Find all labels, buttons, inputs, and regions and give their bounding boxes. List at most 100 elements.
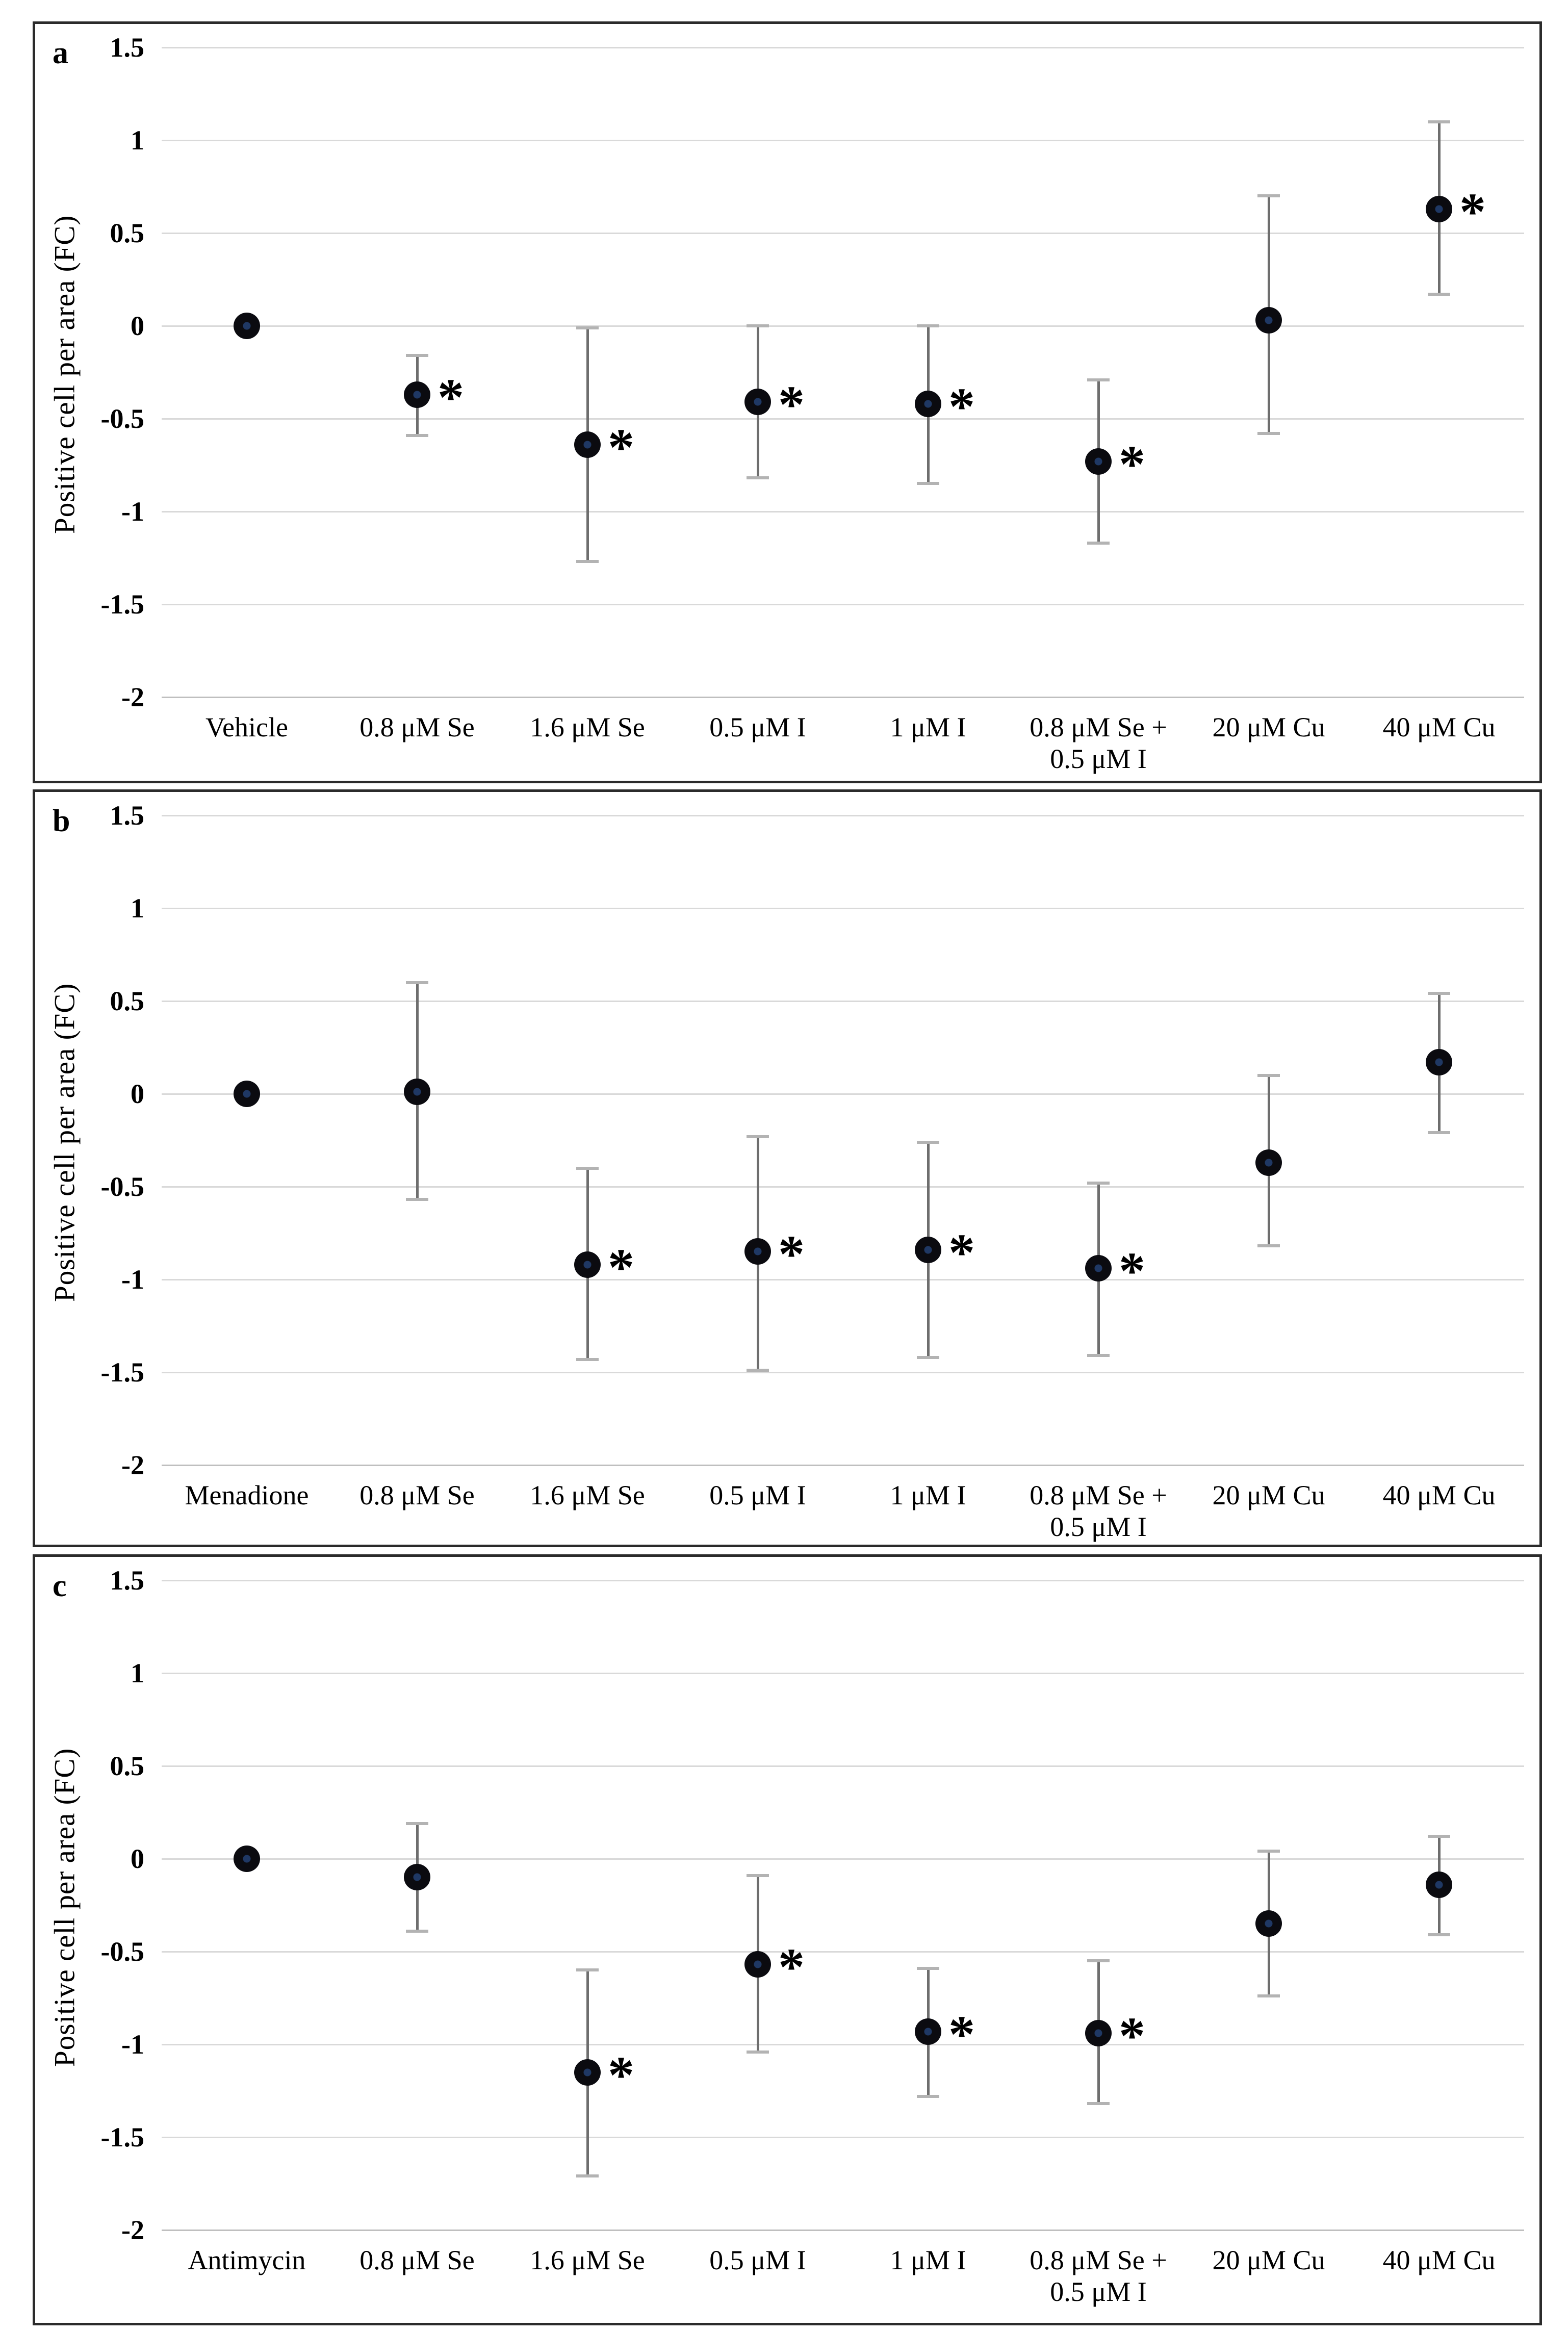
y-tick-label: -2 — [121, 682, 144, 712]
data-point-marker — [574, 431, 601, 458]
y-tick-label: 1 — [131, 125, 144, 156]
y-tick-label: -2 — [121, 2215, 144, 2245]
x-category-label: 40 μM Cu — [1382, 1480, 1496, 1510]
data-point-marker — [574, 1251, 601, 1278]
gridline-y-0 — [162, 1858, 1524, 1860]
error-bar-cap — [747, 476, 769, 480]
y-tick-label: -0.5 — [100, 1936, 144, 1967]
x-category-label: 20 μM Cu — [1212, 2245, 1325, 2275]
error-bar-cap — [576, 326, 599, 329]
data-point-marker — [1085, 448, 1112, 475]
gridline-y-0 — [162, 325, 1524, 327]
data-point-marker — [1255, 1149, 1282, 1176]
data-point-marker — [1085, 1255, 1112, 1282]
error-bar-cap — [747, 324, 769, 327]
significance-asterisk: * — [608, 418, 634, 477]
error-bar-cap — [917, 1355, 939, 1359]
error-bar-cap — [1428, 992, 1450, 995]
panel-c-letter: c — [53, 1569, 67, 1603]
error-bar-cap — [406, 981, 428, 984]
panel-b-plot-area: 1.5 1 0.5 0 -0.5 -1 -1.5 -2 Menadione 0.8 μM Se 1.… — [35, 792, 1539, 1545]
error-bar-cap — [1087, 1959, 1110, 1963]
x-category-label: 1 μM I — [890, 712, 966, 742]
data-point-marker — [915, 1236, 941, 1263]
x-category-label: 0.8 μM Se — [359, 2245, 475, 2275]
data-point-marker — [234, 313, 260, 339]
data-point-marker — [744, 1238, 771, 1265]
data-point-marker — [1255, 1910, 1282, 1937]
error-bar-cap — [917, 2094, 939, 2098]
error-bar-cap — [917, 1966, 939, 1970]
significance-asterisk: * — [1119, 2007, 1145, 2066]
error-bar-cap — [1087, 378, 1110, 381]
gridline-y-1.5 — [162, 47, 1524, 48]
y-tick-label: 0.5 — [110, 1751, 145, 1781]
x-category-label: 40 μM Cu — [1382, 2245, 1496, 2275]
significance-asterisk: * — [438, 368, 464, 427]
error-bar-cap — [1428, 1131, 1450, 1135]
y-tick-label: 1.5 — [110, 1565, 145, 1596]
gridline-y--1.5 — [162, 1372, 1524, 1373]
y-tick-label: -0.5 — [100, 403, 144, 434]
y-tick-label: 0 — [131, 1843, 144, 1874]
panel-a-letter: a — [53, 36, 68, 70]
x-category-label: Antimycin — [188, 2245, 306, 2275]
y-tick-label: -1.5 — [100, 1357, 144, 1388]
x-category-label: Vehicle — [205, 712, 288, 742]
data-point-marker — [1085, 2020, 1112, 2047]
gridline-y-1 — [162, 140, 1524, 141]
error-bar-cap — [576, 2174, 599, 2178]
gridline-y--1 — [162, 2044, 1524, 2045]
x-category-label: 0.8 μM Se + 0.5 μM I — [1030, 2245, 1167, 2307]
x-category-label: 0.8 μM Se — [359, 1480, 475, 1510]
gridline-y--2 — [162, 1465, 1524, 1466]
error-bar-cap — [576, 1357, 599, 1361]
error-bar-cap — [747, 1874, 769, 1877]
gridline-y-1.5 — [162, 815, 1524, 816]
error-bar-cap — [1257, 1850, 1280, 1853]
error-bar-cap — [917, 324, 939, 327]
significance-asterisk: * — [1459, 182, 1486, 241]
gridline-y--1 — [162, 1279, 1524, 1280]
error-bar-cap — [406, 1822, 428, 1825]
error-bar-cap — [1257, 1073, 1280, 1077]
data-point-marker — [744, 1951, 771, 1978]
significance-asterisk: * — [778, 1938, 805, 1997]
panel-b-letter: b — [53, 804, 70, 838]
significance-asterisk: * — [948, 377, 975, 436]
gridline-y-0.5 — [162, 1765, 1524, 1767]
significance-asterisk: * — [608, 1238, 634, 1297]
data-point-marker — [404, 381, 430, 408]
error-bar-cap — [1428, 293, 1450, 296]
error-bar-cap — [1428, 1835, 1450, 1838]
x-category-label: 1.6 μM Se — [530, 1480, 645, 1510]
error-bar-cap — [747, 1135, 769, 1138]
gridline-y-0.5 — [162, 1001, 1524, 1002]
gridline-y--0.5 — [162, 418, 1524, 420]
gridline-y--0.5 — [162, 1186, 1524, 1188]
y-tick-label: 1.5 — [110, 32, 145, 63]
significance-asterisk: * — [778, 375, 805, 434]
error-bar-cap — [1428, 120, 1450, 123]
gridline-y--2 — [162, 2230, 1524, 2231]
data-point-marker — [234, 1846, 260, 1872]
x-category-label: 0.5 μM I — [709, 2245, 806, 2275]
y-tick-label: 0 — [131, 1079, 144, 1109]
x-category-label: 0.8 μM Se + 0.5 μM I — [1030, 1480, 1167, 1542]
data-point-marker — [574, 2059, 601, 2086]
error-bar-cap — [1087, 2102, 1110, 2106]
x-category-label: 1.6 μM Se — [530, 2245, 645, 2275]
data-point-marker — [1426, 1871, 1452, 1898]
error-bar-cap — [1257, 1244, 1280, 1248]
error-bar-cap — [576, 560, 599, 563]
error-bar-cap — [576, 1968, 599, 1972]
panel-c: c Positive cell per area (FC) 1.5 1 0.5 0 -0… — [33, 1554, 1542, 2325]
significance-asterisk: * — [1119, 1242, 1145, 1301]
significance-asterisk: * — [948, 1223, 975, 1282]
data-point-marker — [404, 1079, 430, 1106]
error-bar-cap — [1087, 541, 1110, 545]
error-bar-cap — [1257, 194, 1280, 198]
y-tick-label: 0 — [131, 311, 144, 341]
error-bar-cap — [406, 1929, 428, 1933]
